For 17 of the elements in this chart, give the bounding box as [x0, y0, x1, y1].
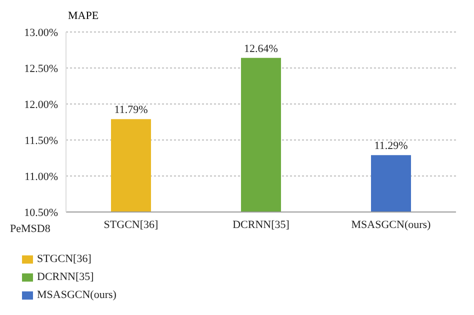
data-label: 12.64%	[244, 42, 278, 55]
x-tick-label: STGCN[36]	[104, 218, 158, 231]
legend-label: MSASGCN(ours)	[37, 289, 116, 301]
legend-label: DCRNN[35]	[37, 271, 94, 283]
legend-label: STGCN[36]	[37, 253, 92, 265]
y-tick-label: 12.00%	[24, 98, 58, 111]
y-tick-label: 12.50%	[24, 62, 58, 75]
x-axis-title: PeMSD8	[10, 223, 51, 235]
y-axis-title: MAPE	[68, 10, 99, 22]
y-tick-label: 11.50%	[24, 134, 58, 147]
x-tick-label: MSASGCN(ours)	[351, 218, 432, 231]
data-label: 11.79%	[114, 104, 148, 116]
y-tick-label: 11.00%	[24, 170, 58, 183]
y-tick-label: 10.50%	[24, 206, 58, 219]
x-tick-label: DCRNN[35]	[232, 218, 290, 231]
y-tick-label: 13.00%	[24, 26, 58, 39]
data-label: 11.29%	[374, 140, 408, 152]
